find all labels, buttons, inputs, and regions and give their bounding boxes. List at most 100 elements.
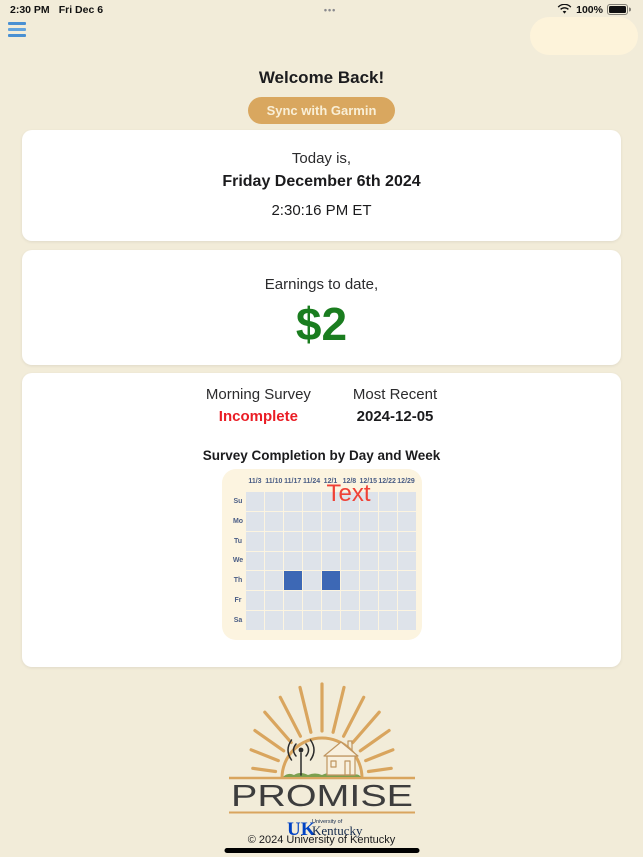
- heatmap-cell: [264, 611, 283, 630]
- heatmap-cell: [359, 492, 378, 511]
- heatmap-x-label: 11/24: [303, 477, 321, 485]
- heatmap-cell: [321, 551, 340, 571]
- heatmap-cell: [264, 591, 283, 611]
- heatmap-cell: [302, 531, 321, 551]
- earnings-card: Earnings to date, $2: [22, 250, 621, 365]
- heatmap-x-labels: 11/3 11/10 11/17 11/24 12/1 12/8 12/15 12/22 12/…: [246, 476, 416, 486]
- heatmap-cell: [397, 571, 416, 591]
- heatmap-cell: [340, 492, 359, 511]
- uk-logo: UK University of Kentucky: [287, 819, 363, 840]
- heatmap-y-label: Th: [233, 577, 243, 585]
- heatmap-cell: [321, 591, 340, 611]
- heatmap-cell: [245, 492, 264, 511]
- heatmap-y-labels: Su Mo Tu We Th Fr Sa: [226, 492, 246, 630]
- sun-semicircle-icon: [280, 736, 363, 779]
- heatmap-cell: [245, 591, 264, 611]
- footer-copyright: © 2024 University of Kentucky: [247, 834, 396, 846]
- most-recent-column: Most Recent 2024-12-05: [353, 386, 437, 425]
- heatmap-cell: [283, 492, 302, 511]
- sync-garmin-button[interactable]: Sync with Garmin: [247, 97, 396, 124]
- heatmap-cell: [264, 531, 283, 551]
- promise-wordmark: PROMISE: [231, 778, 413, 813]
- hamburger-menu-icon[interactable]: [8, 22, 26, 37]
- heatmap-cell: [378, 531, 397, 551]
- heatmap-cell: [397, 492, 416, 511]
- heatmap-cell: [378, 591, 397, 611]
- heatmap-cell: [359, 511, 378, 531]
- uk-mark: UK: [287, 819, 316, 840]
- promise-logo: PROMISE UK University of Kentucky: [228, 682, 415, 840]
- heatmap-cell: [378, 571, 397, 591]
- ellipsis-icon[interactable]: •••: [323, 4, 337, 15]
- heatmap-cell: [302, 492, 321, 511]
- today-time: 2:30:16 PM ET: [271, 202, 372, 219]
- heatmap-cell: [359, 571, 378, 591]
- heatmap-cell: [378, 551, 397, 571]
- heatmap-cell: [264, 571, 283, 591]
- heatmap-y-label: Fr: [234, 596, 242, 604]
- heatmap-cell: [264, 551, 283, 571]
- heatmap-cell: [397, 611, 416, 630]
- heatmap-cell: [302, 571, 321, 591]
- heatmap-cell: [321, 511, 340, 531]
- heatmap-x-label: 12/1: [323, 477, 338, 485]
- wifi-icon: [557, 4, 572, 14]
- heatmap-cell: [359, 531, 378, 551]
- heatmap-y-label: Mo: [232, 518, 244, 526]
- header-action-placeholder[interactable]: [530, 17, 638, 55]
- most-recent-label: Most Recent: [352, 386, 438, 403]
- heatmap-cell: [397, 511, 416, 531]
- earnings-label: Earnings to date,: [264, 276, 379, 293]
- heatmap-x-label: 12/15: [359, 477, 378, 485]
- heatmap-cell: [340, 591, 359, 611]
- farmhouse-icon: [322, 740, 359, 776]
- battery-percent: 100%: [576, 3, 603, 16]
- heatmap-cell: [302, 611, 321, 630]
- kentucky-text: Kentucky: [312, 823, 363, 838]
- heatmap-cell: [340, 571, 359, 591]
- morning-survey-column: Morning Survey Incomplete: [206, 386, 311, 425]
- heatmap-x-label: 12/29: [397, 477, 415, 485]
- home-indicator[interactable]: [224, 848, 419, 853]
- heatmap-y-label: Su: [233, 498, 243, 506]
- heatmap-cell: [340, 551, 359, 571]
- heatmap-x-label: 12/22: [378, 477, 396, 485]
- antenna-signal-icon: [286, 739, 315, 776]
- heatmap-cell: [245, 511, 264, 531]
- heatmap-cell: [378, 492, 397, 511]
- morning-survey-label: Morning Survey: [205, 386, 311, 403]
- most-recent-date: 2024-12-05: [356, 408, 434, 425]
- earnings-amount: $2: [295, 298, 348, 350]
- heatmap-cell: [378, 611, 397, 630]
- status-bar: 2:30 PM Fri Dec 6 ••• 100%: [0, 0, 643, 17]
- heatmap-cell: [321, 492, 340, 511]
- heatmap-cell: [302, 511, 321, 531]
- heatmap-cell: [245, 571, 264, 591]
- heatmap-cell: [340, 611, 359, 630]
- heatmap-cell: [283, 551, 302, 571]
- heatmap-cell: [321, 571, 340, 591]
- heatmap-cell: [302, 591, 321, 611]
- chart-title: Survey Completion by Day and Week: [202, 448, 441, 463]
- promise-logo-section: PROMISE UK University of Kentucky: [0, 682, 643, 845]
- today-date: Friday December 6th 2024: [222, 173, 421, 190]
- heatmap-cell: [397, 531, 416, 551]
- heatmap-y-label: We: [232, 557, 244, 565]
- heatmap-cell: [245, 531, 264, 551]
- heatmap-y-label: Sa: [233, 616, 243, 624]
- survey-card: Morning Survey Incomplete Most Recent 20…: [22, 373, 621, 667]
- heatmap-cell: [283, 511, 302, 531]
- heatmap-cell: [245, 611, 264, 630]
- heatmap-y-label: Tu: [233, 537, 243, 545]
- status-time: 2:30 PM: [10, 3, 50, 16]
- today-card: Today is, Friday December 6th 2024 2:30:…: [22, 130, 621, 241]
- heatmap-x-label: 12/8: [342, 477, 357, 485]
- heatmap-x-label: 11/10: [265, 477, 283, 485]
- heatmap-cell: [245, 551, 264, 571]
- survey-heatmap: 11/3 11/10 11/17 11/24 12/1 12/8 12/15 12/22 12/…: [221, 469, 422, 640]
- sun-rays-icon: [249, 682, 394, 774]
- heatmap-cell: [283, 571, 302, 591]
- heatmap-cell: [283, 611, 302, 630]
- heatmap-cell: [340, 511, 359, 531]
- university-of-text: University of: [312, 819, 343, 825]
